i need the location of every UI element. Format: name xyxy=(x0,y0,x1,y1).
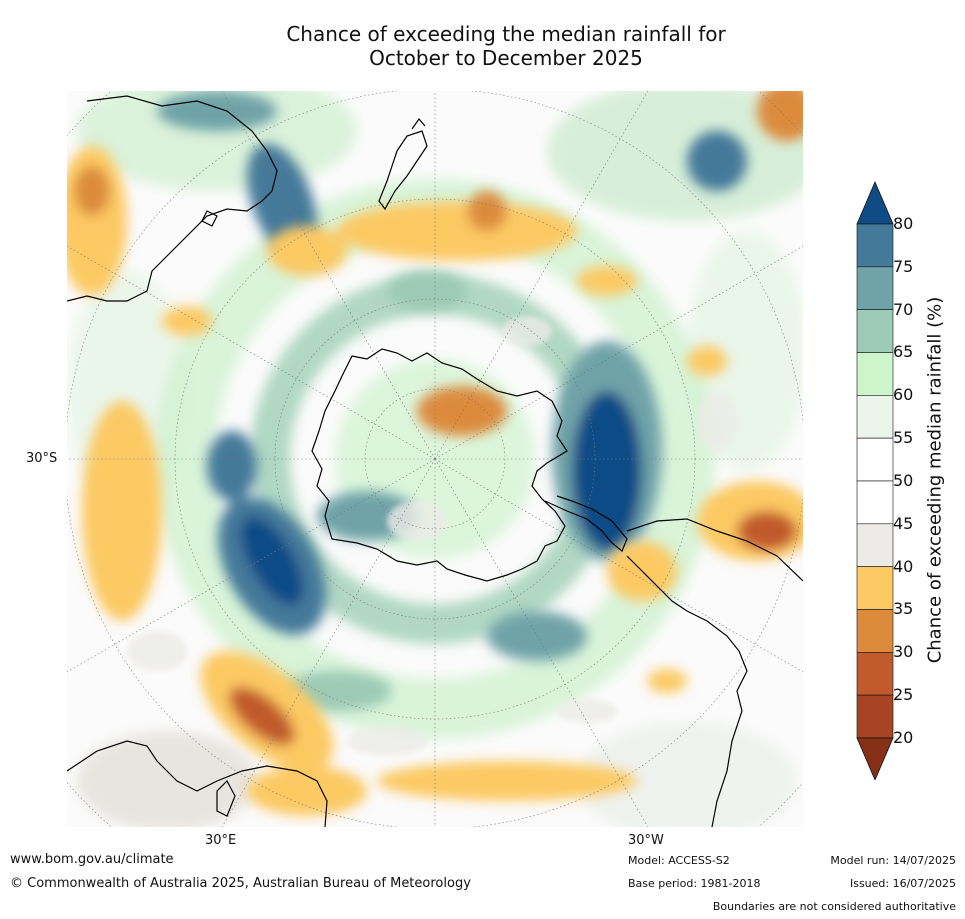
wet-anomalies xyxy=(157,91,747,711)
south-america xyxy=(626,518,803,827)
colorbar-tick-label: 60 xyxy=(893,385,914,405)
colorbar-box xyxy=(856,566,894,610)
africa-south xyxy=(67,740,328,827)
label-lon-30w: 30°W xyxy=(628,833,664,848)
colorbar-box xyxy=(856,352,894,396)
footer-issued: Issued: 16/07/2025 xyxy=(849,877,956,890)
colorbar-tick-label: 50 xyxy=(893,470,914,490)
colorbar-extend-bottom xyxy=(856,737,894,780)
colorbar-box xyxy=(856,395,894,439)
graticule xyxy=(67,91,803,827)
colorbar-segments xyxy=(856,180,894,780)
footer-model: Model: ACCESS-S2 xyxy=(628,854,730,867)
colorbar-box xyxy=(856,437,894,482)
rainfall-map xyxy=(67,91,803,827)
colorbar-box xyxy=(856,480,894,525)
colorbar-tick-label: 35 xyxy=(893,599,914,619)
colorbar-box xyxy=(856,694,894,739)
madagascar xyxy=(216,780,236,817)
map-title: Chance of exceeding the median rainfall … xyxy=(170,22,842,70)
colorbar-extend-top xyxy=(856,180,894,225)
label-lon-30e: 30°E xyxy=(205,833,237,848)
antarctic-peninsula xyxy=(544,495,628,552)
new-zealand xyxy=(378,118,428,211)
colorbar-box xyxy=(856,223,894,268)
footer-website: www.bom.gov.au/climate xyxy=(10,852,174,867)
label-lat-30s: 30°S xyxy=(26,451,58,466)
footer-base-period: Base period: 1981-2018 xyxy=(628,877,761,890)
tasmania xyxy=(201,210,218,227)
colorbar-tick-label: 75 xyxy=(893,256,914,276)
coastlines xyxy=(67,95,803,827)
colorbar-box xyxy=(856,651,894,696)
australia-east-coast xyxy=(67,95,278,302)
colorbar-tick-label: 55 xyxy=(893,428,914,448)
colorbar-tick-label: 25 xyxy=(893,685,914,705)
colorbar-tick-label: 80 xyxy=(893,214,914,233)
map-canvas xyxy=(67,91,803,827)
colorbar-tick-label: 30 xyxy=(893,642,914,662)
colorbar-tick-label: 45 xyxy=(893,513,914,533)
title-line-2: October to December 2025 xyxy=(369,46,643,70)
colorbar-tick-label: 70 xyxy=(893,299,914,319)
colorbar-box xyxy=(856,266,894,310)
footer-boundaries: Boundaries are not considered authoritat… xyxy=(712,900,956,913)
footer-model-run: Model run: 14/07/2025 xyxy=(830,854,956,867)
colorbar-box xyxy=(856,609,894,653)
colorbar-tick-label: 40 xyxy=(893,556,914,576)
antarctica-coast xyxy=(311,348,568,582)
colorbar-box xyxy=(856,523,894,567)
colorbar-label: Chance of exceeding median rainfall (%) xyxy=(924,296,946,664)
colorbar-tick-label: 20 xyxy=(893,727,914,747)
colorbar xyxy=(856,180,894,780)
footer-copyright: © Commonwealth of Australia 2025, Austra… xyxy=(10,876,471,891)
title-line-1: Chance of exceeding the median rainfall … xyxy=(286,22,726,46)
colorbar-box xyxy=(856,309,894,353)
dry-anomalies xyxy=(67,91,803,816)
colorbar-tick-label: 65 xyxy=(893,342,914,362)
neutral-speckle xyxy=(127,316,737,756)
